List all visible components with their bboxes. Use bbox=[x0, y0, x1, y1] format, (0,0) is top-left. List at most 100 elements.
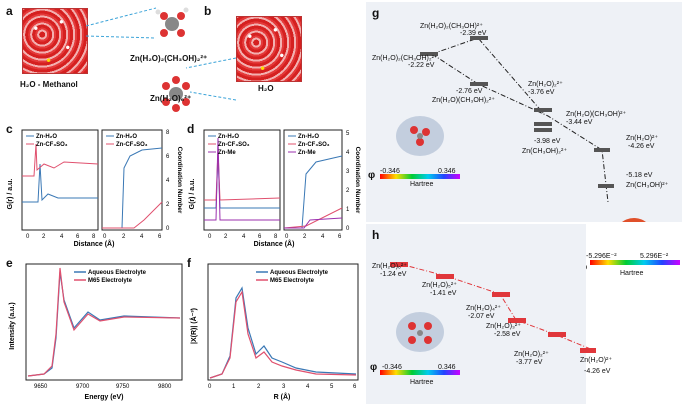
panel-e-xanes-plot: Intensity (a.u.) Aqueous Electrolyte M65… bbox=[9, 263, 183, 401]
c-left-pink-curve bbox=[22, 143, 99, 177]
g-colorbar-2 bbox=[590, 260, 680, 265]
c-left-legend-2: Zn-CF₃SO₃ bbox=[36, 142, 68, 148]
zn-methanol-complex-icon bbox=[155, 7, 189, 37]
panel-e-label: e bbox=[6, 256, 13, 270]
f-xtick: 2 bbox=[257, 384, 261, 390]
e-legend-1: Aqueous Electrolyte bbox=[88, 270, 147, 276]
g-level-energy-2: -2.39 eV bbox=[460, 30, 487, 37]
e-xlabel: Energy (eV) bbox=[85, 394, 124, 401]
f-xtick: 1 bbox=[232, 384, 236, 390]
c-ytick: 4 bbox=[166, 178, 170, 184]
h-level-bar bbox=[508, 318, 526, 323]
panel-h-energy-diagram bbox=[380, 262, 596, 375]
c-xtick: 4 bbox=[60, 234, 64, 240]
h-level-species-4: Zn(H₂O)₃²⁺ bbox=[486, 323, 521, 330]
d-ytick: 0 bbox=[346, 226, 350, 232]
d-xtick: 6 bbox=[338, 234, 342, 240]
f-pink-curve bbox=[209, 290, 357, 379]
c-left-blue-curve bbox=[22, 163, 98, 203]
g-level-species-7: Zn(H₂O)²⁺ bbox=[626, 135, 659, 142]
c-right-blue-curve bbox=[102, 147, 163, 229]
h-level-bar bbox=[580, 348, 596, 353]
g-level-bar bbox=[420, 52, 438, 56]
esp-map-icon bbox=[622, 218, 646, 222]
panel-c-rdf-plot: G(r) / a.u. Zn-H₂O Zn-CF₃SO₃ Zn-H₂O Zn-C… bbox=[7, 129, 183, 248]
zoom-line bbox=[185, 57, 236, 69]
c-ytick: 8 bbox=[166, 130, 170, 136]
g-level-energy-3: -2.76 eV bbox=[456, 88, 483, 95]
zoom-line bbox=[86, 7, 157, 27]
f-ylabel: |X(R)| (Å⁻³) bbox=[189, 308, 198, 344]
d-right-legend-1: Zn-H₂O bbox=[298, 134, 319, 140]
g-level-bar bbox=[598, 184, 614, 188]
h-level-species-2: Zn(H₂O)₅²⁺ bbox=[422, 282, 457, 289]
d-ytick: 2 bbox=[346, 188, 350, 194]
d-xtick: 4 bbox=[242, 234, 246, 240]
panel-b-caption: H₂O bbox=[258, 84, 274, 93]
f-legend-2: M65 Electrolyte bbox=[270, 278, 315, 284]
f-blue-curve bbox=[209, 286, 357, 379]
d-xtick: 0 bbox=[208, 234, 212, 240]
g-level-species-6: Zn(CH₃OH)₂²⁺ bbox=[522, 148, 568, 155]
d-right-legend-3: Zn-Me bbox=[298, 150, 316, 156]
md-snapshot-water bbox=[236, 16, 302, 82]
g-level-energy-7: -4.26 eV bbox=[628, 143, 655, 150]
h-level-energy-1: -1.24 eV bbox=[380, 271, 407, 278]
d-left-purple-curve bbox=[204, 137, 280, 221]
d-left-legend-1: Zn-H₂O bbox=[218, 134, 239, 140]
d-left-legend-3: Zn-Me bbox=[218, 150, 236, 156]
g-scale1-phi: φ bbox=[368, 170, 376, 181]
g-level-bar bbox=[594, 148, 610, 152]
c-xtick: 2 bbox=[122, 234, 126, 240]
panel-f-exafs-plot: |X(R)| (Å⁻³) Aqueous Electrolyte M65 Ele… bbox=[189, 263, 359, 401]
g-level-species-1: Zn(H₂O)₂(CH₃OH)₂²⁺ bbox=[372, 55, 438, 62]
c-ytick: 2 bbox=[166, 202, 170, 208]
h-level-species-1: Zn(H₂O)₆²⁺ bbox=[372, 263, 407, 270]
g-level-energy-1: -2.22 eV bbox=[408, 62, 435, 69]
c-right-ylabel: Coordination Number bbox=[176, 147, 183, 214]
f-xtick: 4 bbox=[306, 384, 310, 390]
panel-g-background bbox=[366, 2, 682, 222]
e-pink-curve bbox=[27, 267, 181, 377]
h-scale-max: 0.346 bbox=[438, 364, 456, 371]
panel-f-label: f bbox=[187, 256, 191, 270]
c-xtick: 6 bbox=[158, 234, 162, 240]
g-scale2-min: -5.296E⁻² bbox=[586, 253, 617, 260]
panel-c-label: c bbox=[6, 122, 13, 136]
g-scale1-max: 0.346 bbox=[438, 168, 456, 175]
complex-water-label: Zn(H₂O)₆²⁺ bbox=[150, 94, 192, 103]
d-ytick: 5 bbox=[346, 131, 350, 137]
complex-mixed-label: Zn(H₂O)₂(CH₃OH)₂²⁺ bbox=[130, 54, 208, 63]
f-legend-1: Aqueous Electrolyte bbox=[270, 270, 329, 276]
h-level-bar bbox=[436, 274, 454, 279]
c-right-pink-curve bbox=[102, 201, 163, 229]
d-ytick: 3 bbox=[346, 169, 350, 175]
g-colorbar-1 bbox=[380, 174, 460, 179]
g-level-bar bbox=[470, 36, 488, 40]
c-right-frame bbox=[101, 129, 163, 231]
f-xtick: 5 bbox=[330, 384, 334, 390]
d-left-pink-curve bbox=[204, 149, 281, 201]
e-xtick: 9700 bbox=[76, 384, 90, 390]
d-xtick: 8 bbox=[274, 234, 278, 240]
d-xtick: 2 bbox=[303, 234, 307, 240]
d-left-frame bbox=[203, 129, 281, 231]
f-xtick: 0 bbox=[208, 384, 212, 390]
f-xlabel: R (Å) bbox=[274, 392, 291, 401]
d-xtick: 2 bbox=[224, 234, 228, 240]
g-level-bar bbox=[534, 122, 552, 126]
c-left-ylabel: G(r) / a.u. bbox=[7, 179, 14, 210]
e-blue-curve bbox=[27, 271, 181, 377]
h-level-species-3: Zn(H₂O)₄²⁺ bbox=[466, 305, 501, 312]
esp-map-icon bbox=[396, 312, 444, 352]
h-level-energy-2: -1.41 eV bbox=[430, 290, 457, 297]
f-xtick: 3 bbox=[282, 384, 286, 390]
e-legend-2: M65 Electrolyte bbox=[88, 278, 133, 284]
e-xtick: 9650 bbox=[34, 384, 48, 390]
panel-d-rdf-plot: G(r) / a.u. Zn-H₂O Zn-CF₃SO₃ Zn-Me Zn-H₂… bbox=[189, 129, 361, 248]
c-xtick: 8 bbox=[92, 234, 96, 240]
e-ylabel: Intensity (a.u.) bbox=[9, 302, 16, 349]
g-level-energy-5: -3.44 eV bbox=[566, 119, 593, 126]
d-left-legend-2: Zn-CF₃SO₃ bbox=[218, 142, 250, 148]
g-scale2-unit: Hartree bbox=[620, 270, 644, 277]
